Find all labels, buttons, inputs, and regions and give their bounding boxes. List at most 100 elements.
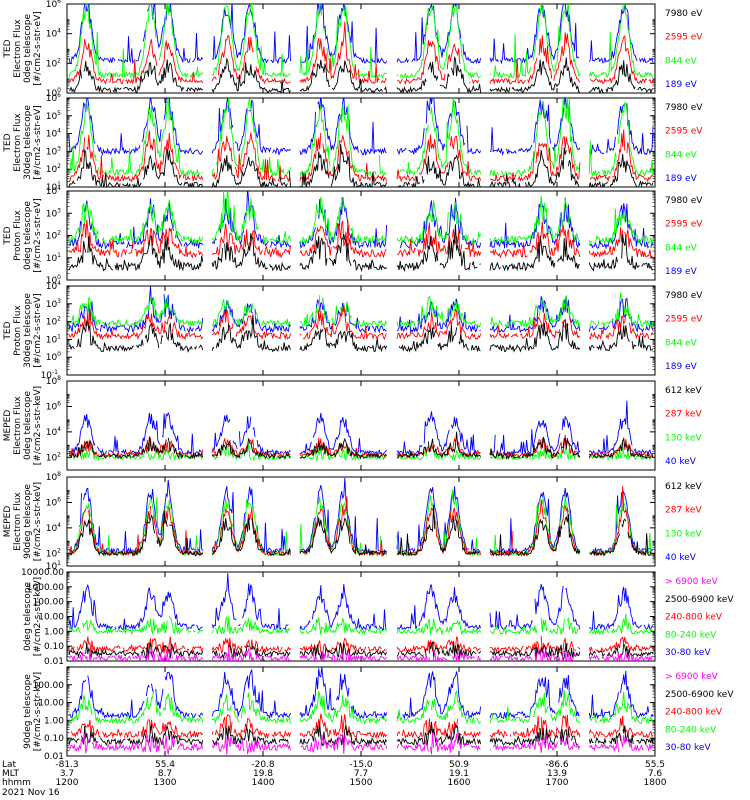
x-tick-hhmm: 1700 [546, 778, 569, 788]
y-tick-label: 101 [46, 252, 61, 264]
y-tick-label: 10000.00 [21, 568, 64, 578]
x-tick-mlt: 19.1 [449, 769, 469, 779]
legend-entry: 2595 eV [665, 315, 703, 325]
legend-entry: 287 keV [665, 410, 702, 420]
series-line [68, 143, 654, 187]
series-line [68, 646, 654, 661]
series-group [68, 477, 654, 556]
y-axis-label: Proton Flux [13, 210, 23, 261]
date-label: 2021 Nov 16 [2, 788, 60, 798]
x-tick-mlt: 19.8 [253, 769, 273, 779]
y-tick-label: 101 [46, 333, 61, 345]
y-axis-label: 90deg telescope [23, 484, 33, 559]
y-tick-label: 0.01 [44, 752, 64, 762]
x-tick-mlt: 7.7 [354, 769, 368, 779]
legend-entry: 7980 eV [665, 9, 703, 19]
y-tick-label: 104 [46, 426, 61, 438]
y-tick-label: 1.00 [44, 716, 64, 726]
legend-entry: 2595 eV [665, 220, 703, 230]
x-row-label: hhmm [2, 778, 31, 788]
legend-entry: 612 keV [665, 482, 702, 492]
series-line [68, 400, 654, 456]
y-tick-label: 104 [46, 522, 61, 534]
y-tick-label: 10.00 [38, 613, 64, 623]
x-tick-hhmm: 1300 [154, 778, 177, 788]
y-tick-label: 104 [46, 128, 61, 140]
series-group [68, 4, 654, 93]
legend-entry: 189 eV [665, 80, 698, 90]
series-group [68, 573, 654, 661]
series-group [68, 98, 654, 187]
x-tick-hhmm: 1500 [350, 778, 373, 788]
y-tick-label: 100.00 [33, 681, 65, 691]
legend-entry: 40 keV [665, 457, 697, 467]
y-axis-label: MEPED [3, 506, 13, 538]
y-axis-label: TED [3, 39, 13, 58]
y-tick-label: 102 [46, 547, 61, 559]
y-tick-label: 0.10 [44, 642, 64, 652]
legend-entry: 240-800 keV [665, 708, 723, 718]
x-tick-lat: -15.0 [349, 760, 373, 770]
y-tick-label: 100.00 [33, 598, 65, 608]
y-tick-label: 101 [46, 560, 61, 572]
series-group [68, 286, 654, 353]
x-tick-hhmm: 1200 [56, 778, 79, 788]
series-line [68, 4, 654, 65]
x-row-label: Lat [2, 760, 17, 770]
y-axis-label: TED [3, 226, 13, 245]
legend-entry: > 6900 keV [665, 672, 719, 682]
y-tick-label: 105 [46, 110, 61, 122]
legend-entry: 612 keV [665, 386, 702, 396]
y-tick-label: 102 [46, 451, 61, 463]
series-line [68, 613, 654, 636]
y-tick-label: 102 [46, 57, 61, 69]
series-line [68, 477, 654, 555]
series-line [70, 713, 654, 740]
y-axis-label: 0deg telescope [23, 201, 33, 271]
x-tick-mlt: 3.7 [60, 769, 74, 779]
y-axis-label: Proton Flux [13, 305, 23, 356]
panel-3: 100 101 102 103 104 TED Proton Flux 0deg telesc… [3, 185, 703, 286]
y-tick-label: 102 [46, 163, 61, 175]
y-axis-label: 0deg telescope [23, 391, 33, 461]
panel-5: 102 104 106 108 MEPED Electron Flux 0deg teles… [3, 375, 702, 471]
x-tick-lat: -81.3 [55, 760, 78, 770]
x-tick-hhmm: 1400 [252, 778, 275, 788]
legend-entry: 30-80 keV [665, 743, 711, 753]
y-axis-label: [#/cm2-s-str-keV] [33, 482, 43, 561]
y-axis-label: TED [3, 321, 13, 340]
legend-entry: 7980 eV [665, 196, 703, 206]
y-axis-label: Electron Flux [13, 113, 23, 172]
y-tick-label: 108 [46, 375, 61, 387]
y-axis-label: 30deg telescope [23, 105, 33, 180]
y-tick-label: 100 [46, 87, 61, 99]
legend-entry: 40 keV [665, 553, 697, 563]
y-axis-label: [#/cm2-s-str-eV] [33, 11, 43, 86]
y-tick-label: 102 [46, 230, 61, 242]
y-axis-label: MEPED [3, 410, 13, 442]
y-tick-label: 1.00 [44, 627, 64, 637]
y-axis-label: [#/cm2-s-str-keV] [33, 386, 43, 465]
y-axis-label: Electron Flux [13, 492, 23, 551]
y-axis-label: 30deg telescope [23, 293, 33, 368]
y-axis-label: [#/cm2-s-str-keV] [33, 672, 43, 751]
x-tick-hhmm: 1600 [448, 778, 471, 788]
x-row-label: MLT [2, 769, 20, 779]
legend-entry: 287 keV [665, 506, 702, 516]
legend-entry: 189 eV [665, 362, 698, 372]
series-line [68, 573, 654, 631]
y-tick-label: 104 [46, 28, 61, 40]
y-axis-label: TED [3, 133, 13, 152]
series-group [68, 667, 654, 756]
series-group [68, 191, 654, 273]
legend-entry: 189 eV [665, 267, 698, 277]
series-line [68, 219, 654, 259]
y-axis-label: [#/cm2-s-str-eV] [33, 198, 43, 273]
x-tick-mlt: 8.7 [158, 769, 172, 779]
series-line [68, 732, 654, 756]
y-axis-label: Electron Flux [13, 396, 23, 455]
y-tick-label: 0.01 [44, 657, 64, 667]
legend-entry: 2595 eV [665, 33, 703, 43]
legend-entry: 130 keV [665, 529, 702, 539]
